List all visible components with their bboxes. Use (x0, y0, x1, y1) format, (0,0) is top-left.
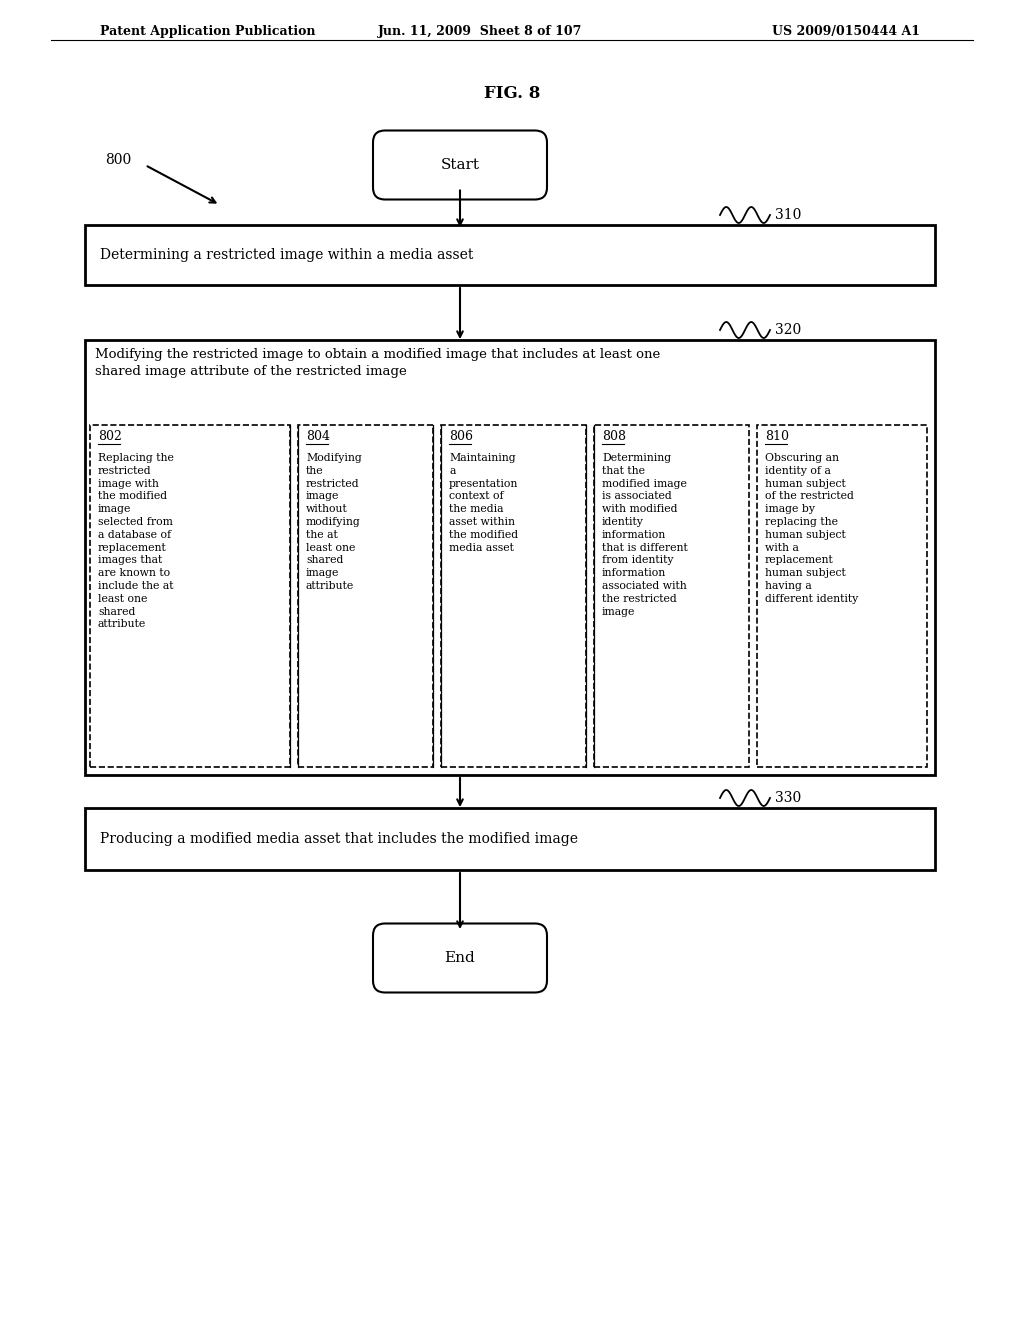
FancyBboxPatch shape (373, 131, 547, 199)
FancyBboxPatch shape (298, 425, 433, 767)
FancyBboxPatch shape (757, 425, 927, 767)
Text: FIG. 8: FIG. 8 (483, 84, 541, 102)
FancyBboxPatch shape (85, 808, 935, 870)
Text: 310: 310 (775, 209, 802, 222)
Text: Jun. 11, 2009  Sheet 8 of 107: Jun. 11, 2009 Sheet 8 of 107 (378, 25, 583, 38)
Text: 330: 330 (775, 791, 801, 805)
Text: End: End (444, 950, 475, 965)
FancyBboxPatch shape (441, 425, 586, 767)
FancyBboxPatch shape (85, 341, 935, 775)
Text: Obscuring an
identity of a
human subject
of the restricted
image by
replacing th: Obscuring an identity of a human subject… (765, 453, 858, 603)
Text: US 2009/0150444 A1: US 2009/0150444 A1 (772, 25, 920, 38)
Text: 804: 804 (306, 430, 330, 444)
Text: Determining
that the
modified image
is associated
with modified
identity
informa: Determining that the modified image is a… (602, 453, 688, 616)
Text: Replacing the
restricted
image with
the modified
image
selected from
a database : Replacing the restricted image with the … (98, 453, 174, 630)
Text: 810: 810 (765, 430, 790, 444)
FancyBboxPatch shape (373, 924, 547, 993)
Text: 808: 808 (602, 430, 626, 444)
FancyBboxPatch shape (594, 425, 749, 767)
Text: Start: Start (440, 158, 479, 172)
FancyBboxPatch shape (85, 224, 935, 285)
Text: 800: 800 (105, 153, 131, 168)
Text: Determining a restricted image within a media asset: Determining a restricted image within a … (100, 248, 473, 261)
Text: Maintaining
a
presentation
context of
the media
asset within
the modified
media : Maintaining a presentation context of th… (449, 453, 518, 553)
Text: 320: 320 (775, 323, 801, 337)
Text: 802: 802 (98, 430, 122, 444)
Text: 806: 806 (449, 430, 473, 444)
Text: Producing a modified media asset that includes the modified image: Producing a modified media asset that in… (100, 832, 578, 846)
FancyBboxPatch shape (90, 425, 290, 767)
Text: Modifying the restricted image to obtain a modified image that includes at least: Modifying the restricted image to obtain… (95, 348, 660, 378)
Text: Modifying
the
restricted
image
without
modifying
the at
least one
shared
image
a: Modifying the restricted image without m… (306, 453, 361, 591)
Text: Patent Application Publication: Patent Application Publication (100, 25, 315, 38)
